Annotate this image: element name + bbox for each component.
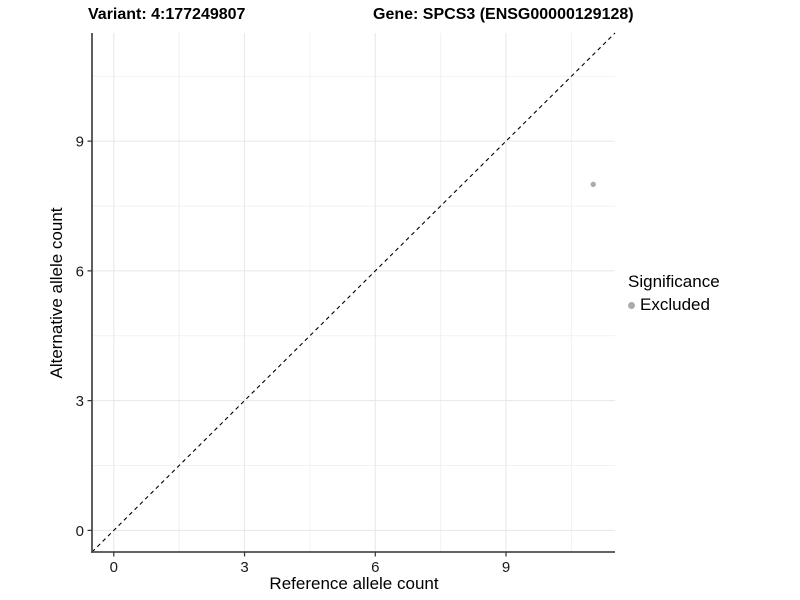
legend-item-label: Excluded: [640, 295, 710, 314]
x-tick-label: 6: [371, 559, 379, 576]
y-tick-label: 9: [76, 134, 84, 151]
legend-item-excluded: Excluded: [628, 295, 720, 315]
x-tick-label: 9: [502, 559, 510, 576]
legend-key-dot-icon: [628, 301, 635, 309]
legend-title: Significance: [628, 272, 720, 291]
y-tick-label: 3: [76, 393, 84, 410]
x-axis-title: Reference allele count: [269, 574, 439, 593]
y-tick-label: 0: [76, 523, 84, 540]
y-tick-label: 6: [76, 263, 84, 280]
y-axis-title: Alternative allele count: [47, 207, 66, 379]
data-point: [590, 181, 596, 188]
x-tick-label: 3: [240, 559, 248, 576]
plot-title-gene: Gene: SPCS3 (ENSG00000129128): [373, 6, 634, 23]
x-tick-label: 0: [110, 559, 118, 576]
plot-title-variant: Variant: 4:177249807: [88, 6, 246, 23]
legend: Significance Excluded: [628, 272, 720, 315]
identity-line: [91, 32, 616, 553]
